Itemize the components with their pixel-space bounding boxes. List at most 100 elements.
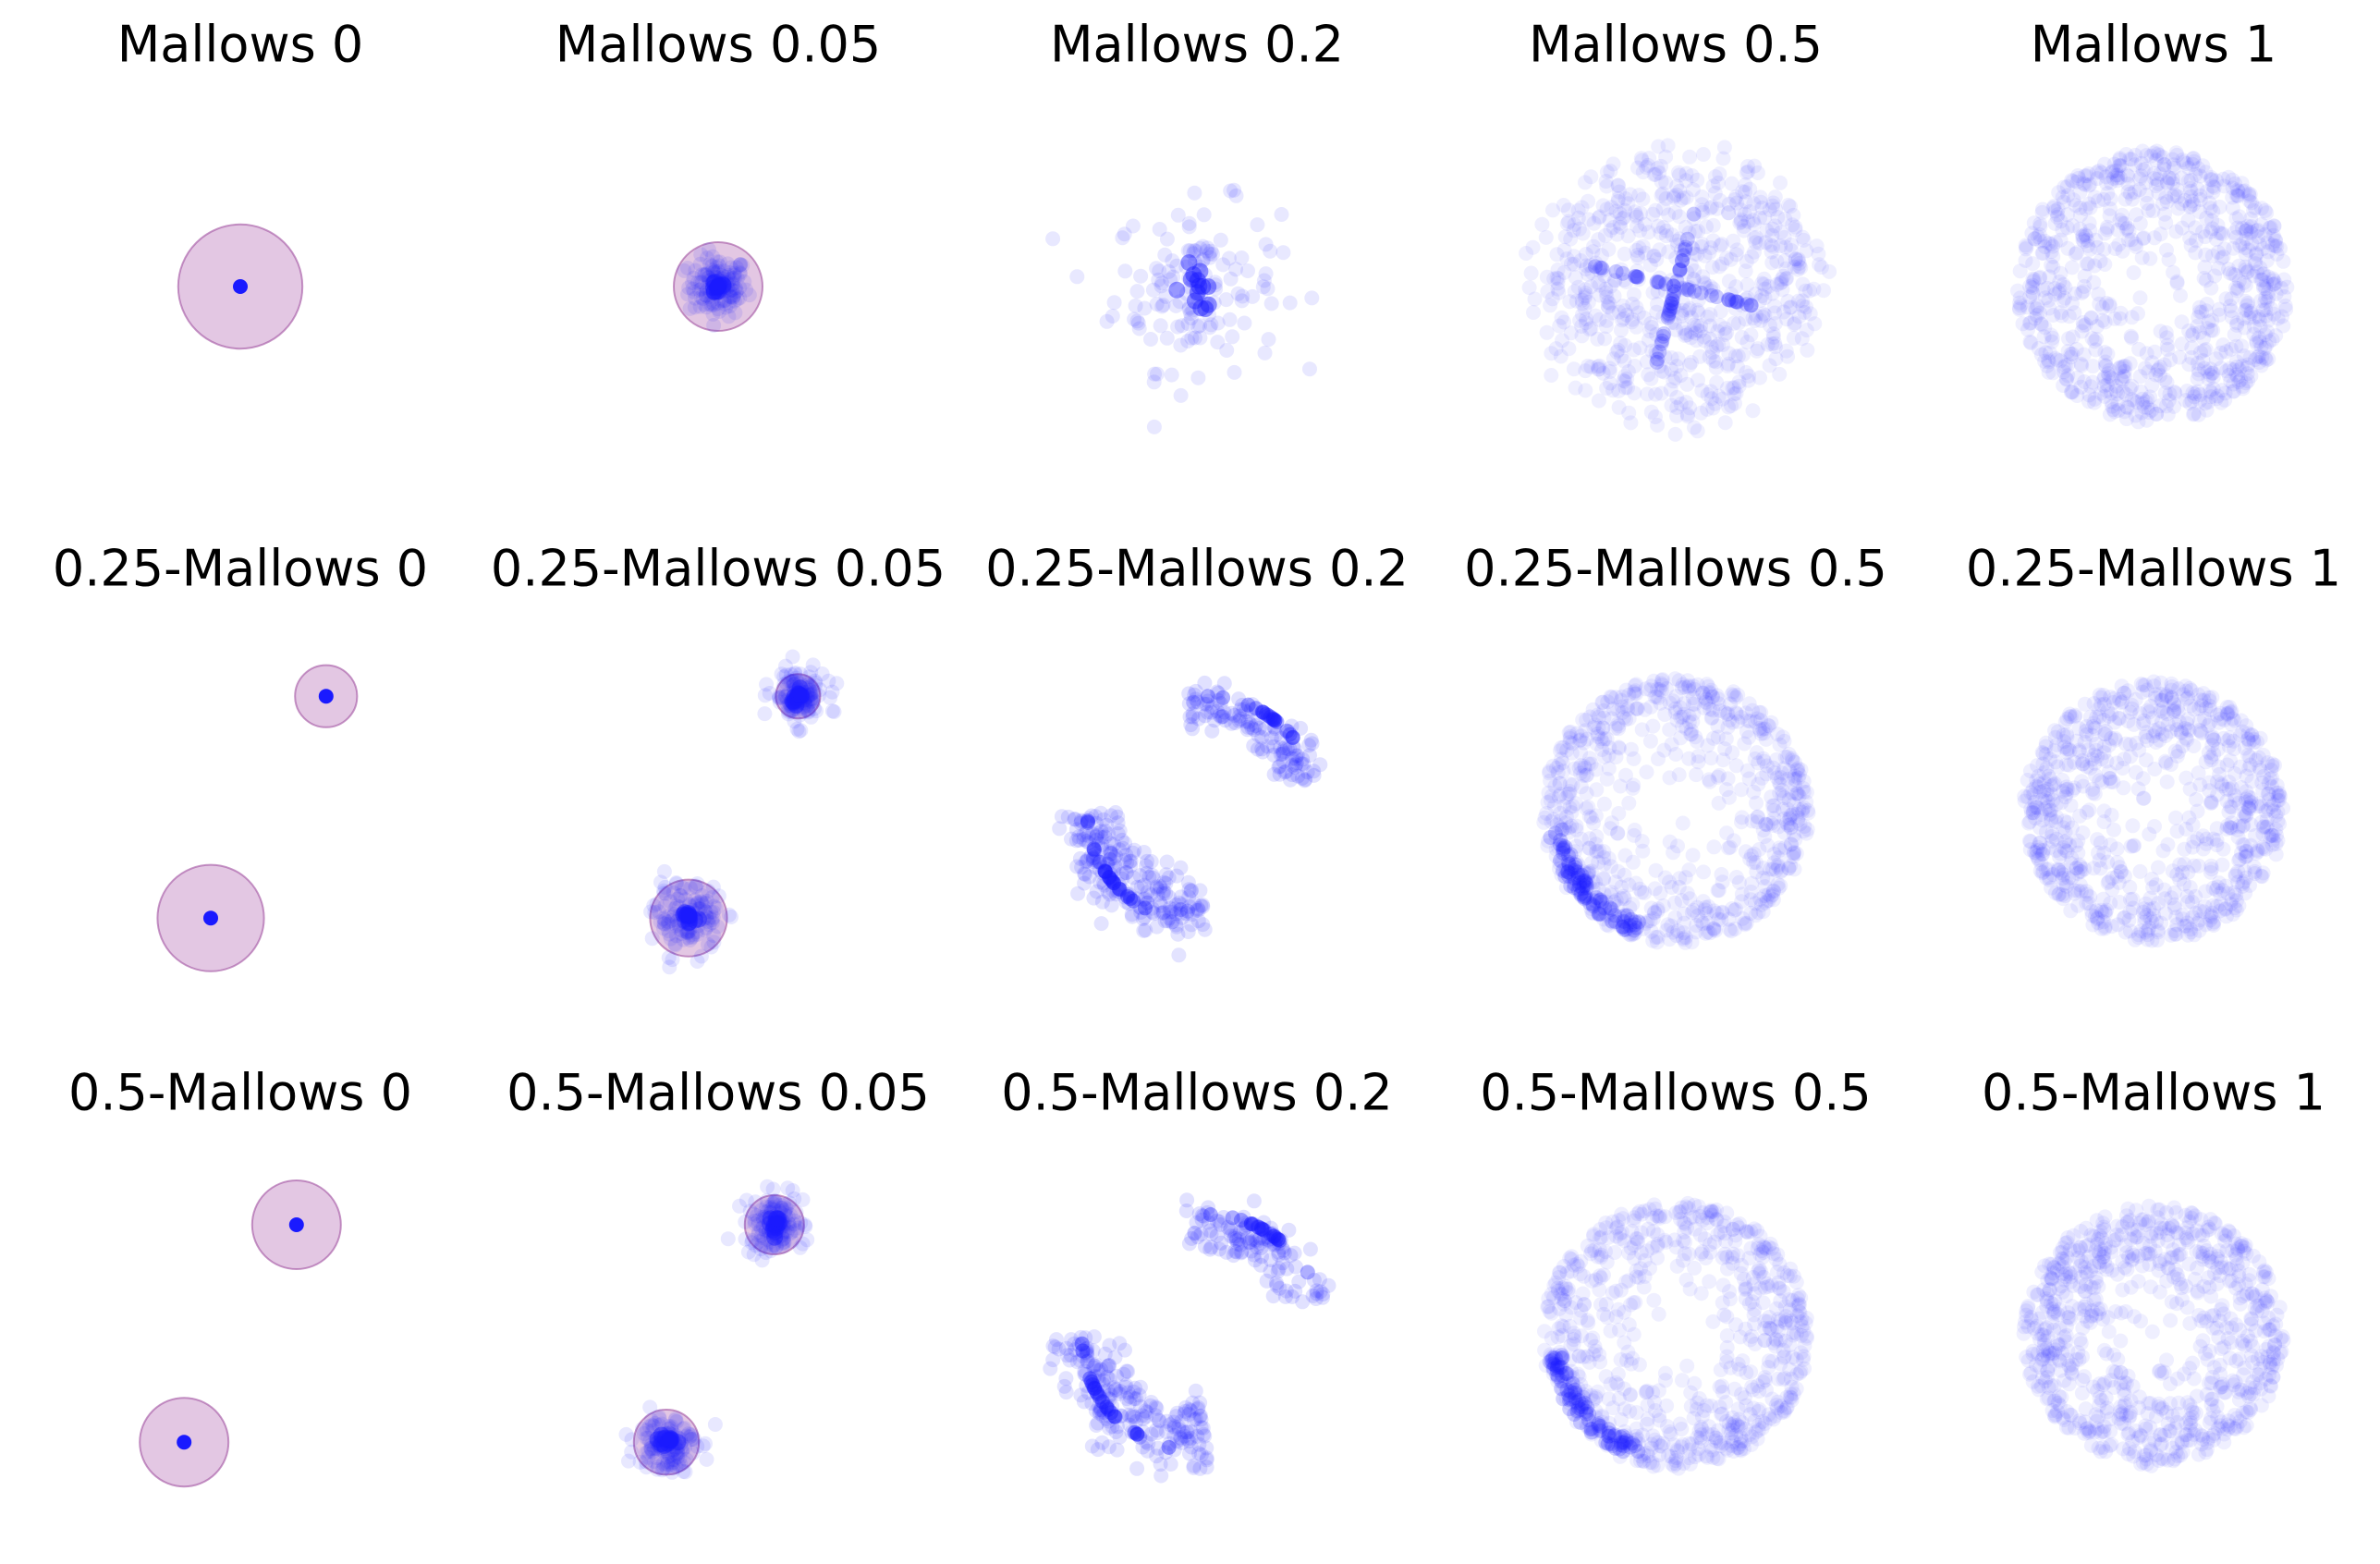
data-point [1185, 272, 1201, 287]
data-point [1625, 854, 1641, 870]
data-point [1724, 287, 1739, 302]
data-point [1591, 232, 1606, 248]
data-point [1720, 291, 1736, 307]
data-point [2168, 145, 2184, 161]
data-point [1685, 848, 1701, 863]
data-point [701, 270, 716, 286]
data-point [1654, 174, 1669, 189]
data-point [2229, 360, 2245, 374]
data-point [1664, 350, 1679, 366]
data-point [1755, 306, 1771, 322]
data-point [1745, 403, 1761, 419]
data-point [1182, 709, 1198, 725]
data-point [2167, 385, 2183, 401]
data-point [2066, 192, 2081, 208]
data-point [2180, 173, 2196, 189]
data-point [1669, 178, 1685, 194]
data-point [1697, 333, 1713, 348]
data-point [1645, 206, 1661, 222]
data-point [1745, 311, 1761, 325]
data-point [1795, 229, 1811, 245]
data-point [1709, 289, 1725, 305]
data-point [1186, 292, 1203, 310]
data-point [1694, 237, 1710, 251]
data-point [1737, 915, 1752, 931]
data-point [1256, 273, 1272, 288]
data-point [2244, 774, 2260, 789]
data-point [1747, 230, 1762, 246]
data-point [1739, 365, 1754, 380]
data-point [2217, 392, 2233, 408]
data-point [1615, 312, 1629, 328]
data-point [1223, 271, 1239, 287]
data-point [2155, 150, 2171, 165]
data-point [2234, 338, 2250, 354]
data-point [1605, 220, 1621, 235]
data-point [1754, 288, 1770, 304]
data-point [1689, 767, 1704, 783]
data-point [2053, 214, 2069, 229]
data-point [1279, 1261, 1295, 1277]
data-point [1556, 242, 1572, 258]
data-point [1645, 933, 1661, 948]
data-point [2255, 280, 2271, 296]
data-point [2058, 371, 2074, 386]
data-point [1625, 312, 1641, 327]
data-point [732, 264, 748, 280]
data-point [1766, 883, 1781, 898]
data-point [723, 260, 738, 275]
data-point [726, 290, 740, 306]
data-point [1763, 318, 1777, 334]
data-point [2118, 191, 2133, 207]
data-point [2242, 877, 2257, 893]
data-point [1672, 263, 1688, 278]
data-point [696, 297, 712, 312]
data-point [2115, 360, 2130, 374]
data-point [1599, 289, 1615, 305]
data-point [2215, 249, 2231, 264]
data-point [2140, 703, 2155, 718]
data-point [1751, 236, 1767, 251]
data-point [712, 304, 727, 319]
data-point [1739, 165, 1754, 180]
data-point [2159, 374, 2175, 390]
data-point [1192, 1460, 1208, 1476]
data-point [1117, 263, 1133, 279]
data-point [1613, 336, 1629, 351]
data-point [2162, 170, 2178, 186]
data-point [2204, 795, 2219, 811]
data-point [2252, 355, 2267, 370]
data-point [2222, 299, 2238, 314]
data-point [1193, 287, 1209, 302]
data-point [2152, 148, 2167, 163]
data-point [1667, 371, 1683, 385]
data-point [1778, 261, 1794, 276]
data-point [2079, 168, 2094, 184]
data-point [1129, 284, 1145, 299]
data-point [2096, 191, 2112, 207]
data-point [1642, 733, 1658, 749]
data-point [1190, 902, 1206, 918]
data-point [1745, 213, 1761, 228]
data-point [618, 1426, 634, 1442]
data-point [1623, 741, 1639, 757]
data-point [1752, 370, 1767, 385]
data-point [2176, 154, 2191, 170]
data-point [2247, 310, 2263, 325]
data-point [1192, 883, 1208, 898]
data-point [2049, 209, 2065, 225]
data-point [1618, 275, 1634, 289]
data-point [1711, 388, 1727, 404]
data-point [2118, 359, 2133, 373]
data-point [1610, 177, 1626, 193]
data-point [1655, 220, 1671, 236]
data-point [2097, 345, 2113, 360]
data-point [1688, 325, 1703, 341]
data-point [1629, 207, 1644, 223]
data-point [1764, 255, 1780, 271]
panel-title: Mallows 1 [2031, 16, 2277, 74]
data-point [1671, 209, 1687, 225]
data-point [1595, 871, 1611, 886]
data-point [2180, 160, 2196, 176]
data-point [1790, 293, 1806, 309]
